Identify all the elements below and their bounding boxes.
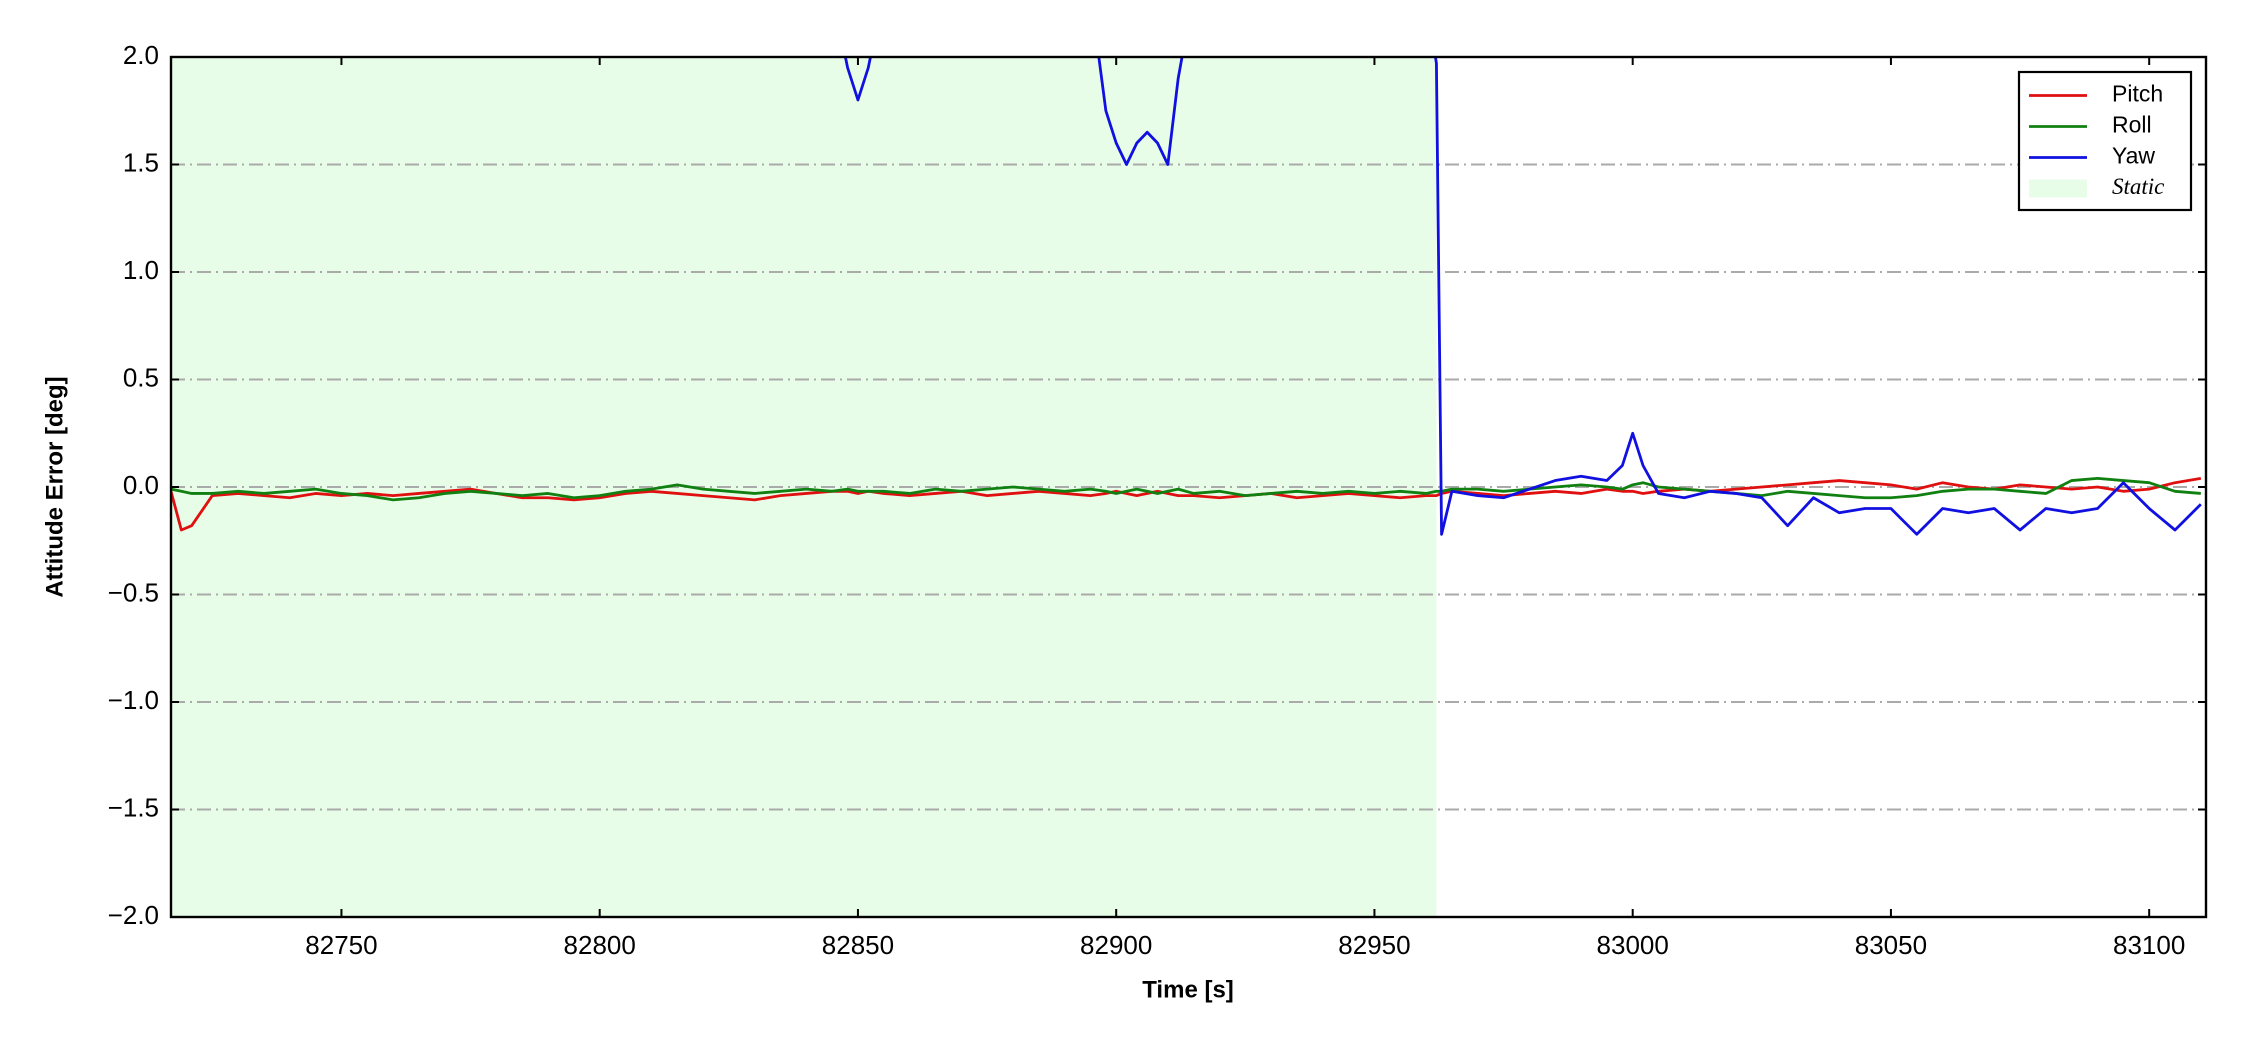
legend-label: Static bbox=[2112, 174, 2164, 199]
y-tick-label: 1.0 bbox=[123, 255, 159, 285]
y-tick-label: 1.5 bbox=[123, 147, 159, 177]
series-line bbox=[171, 477, 2201, 502]
y-tick-label: 0.0 bbox=[123, 470, 159, 500]
series-line bbox=[843, 57, 2202, 536]
y-tick-label: −2.0 bbox=[108, 900, 159, 930]
plot-frame bbox=[169, 55, 2208, 919]
x-tick-label: 82900 bbox=[1080, 930, 1152, 960]
x-tick-label: 83050 bbox=[1855, 930, 1927, 960]
y-tick-label: 0.5 bbox=[123, 362, 159, 392]
y-tick-label: −1.0 bbox=[108, 685, 159, 715]
x-axis-label: Time [s] bbox=[1142, 976, 1234, 1003]
x-tick-label: 82950 bbox=[1338, 930, 1410, 960]
x-tick-label: 83000 bbox=[1597, 930, 1669, 960]
legend-swatch bbox=[2029, 179, 2087, 198]
y-axis-label: Attitude Error [deg] bbox=[41, 376, 68, 597]
legend: Pitch Roll Yaw Static bbox=[2017, 70, 2193, 212]
x-tick-label: 82850 bbox=[822, 930, 894, 960]
y-tick-label: 2.0 bbox=[123, 40, 159, 70]
y-tick-label: −1.5 bbox=[108, 792, 159, 822]
x-tick-label: 82800 bbox=[564, 930, 636, 960]
x-tick-label: 82750 bbox=[305, 930, 377, 960]
legend-label: Roll bbox=[2112, 112, 2152, 138]
y-tick-label: −0.5 bbox=[108, 577, 159, 607]
legend-label: Yaw bbox=[2112, 143, 2155, 169]
legend-label: Pitch bbox=[2112, 81, 2163, 107]
x-tick-label: 83100 bbox=[2113, 930, 2185, 960]
